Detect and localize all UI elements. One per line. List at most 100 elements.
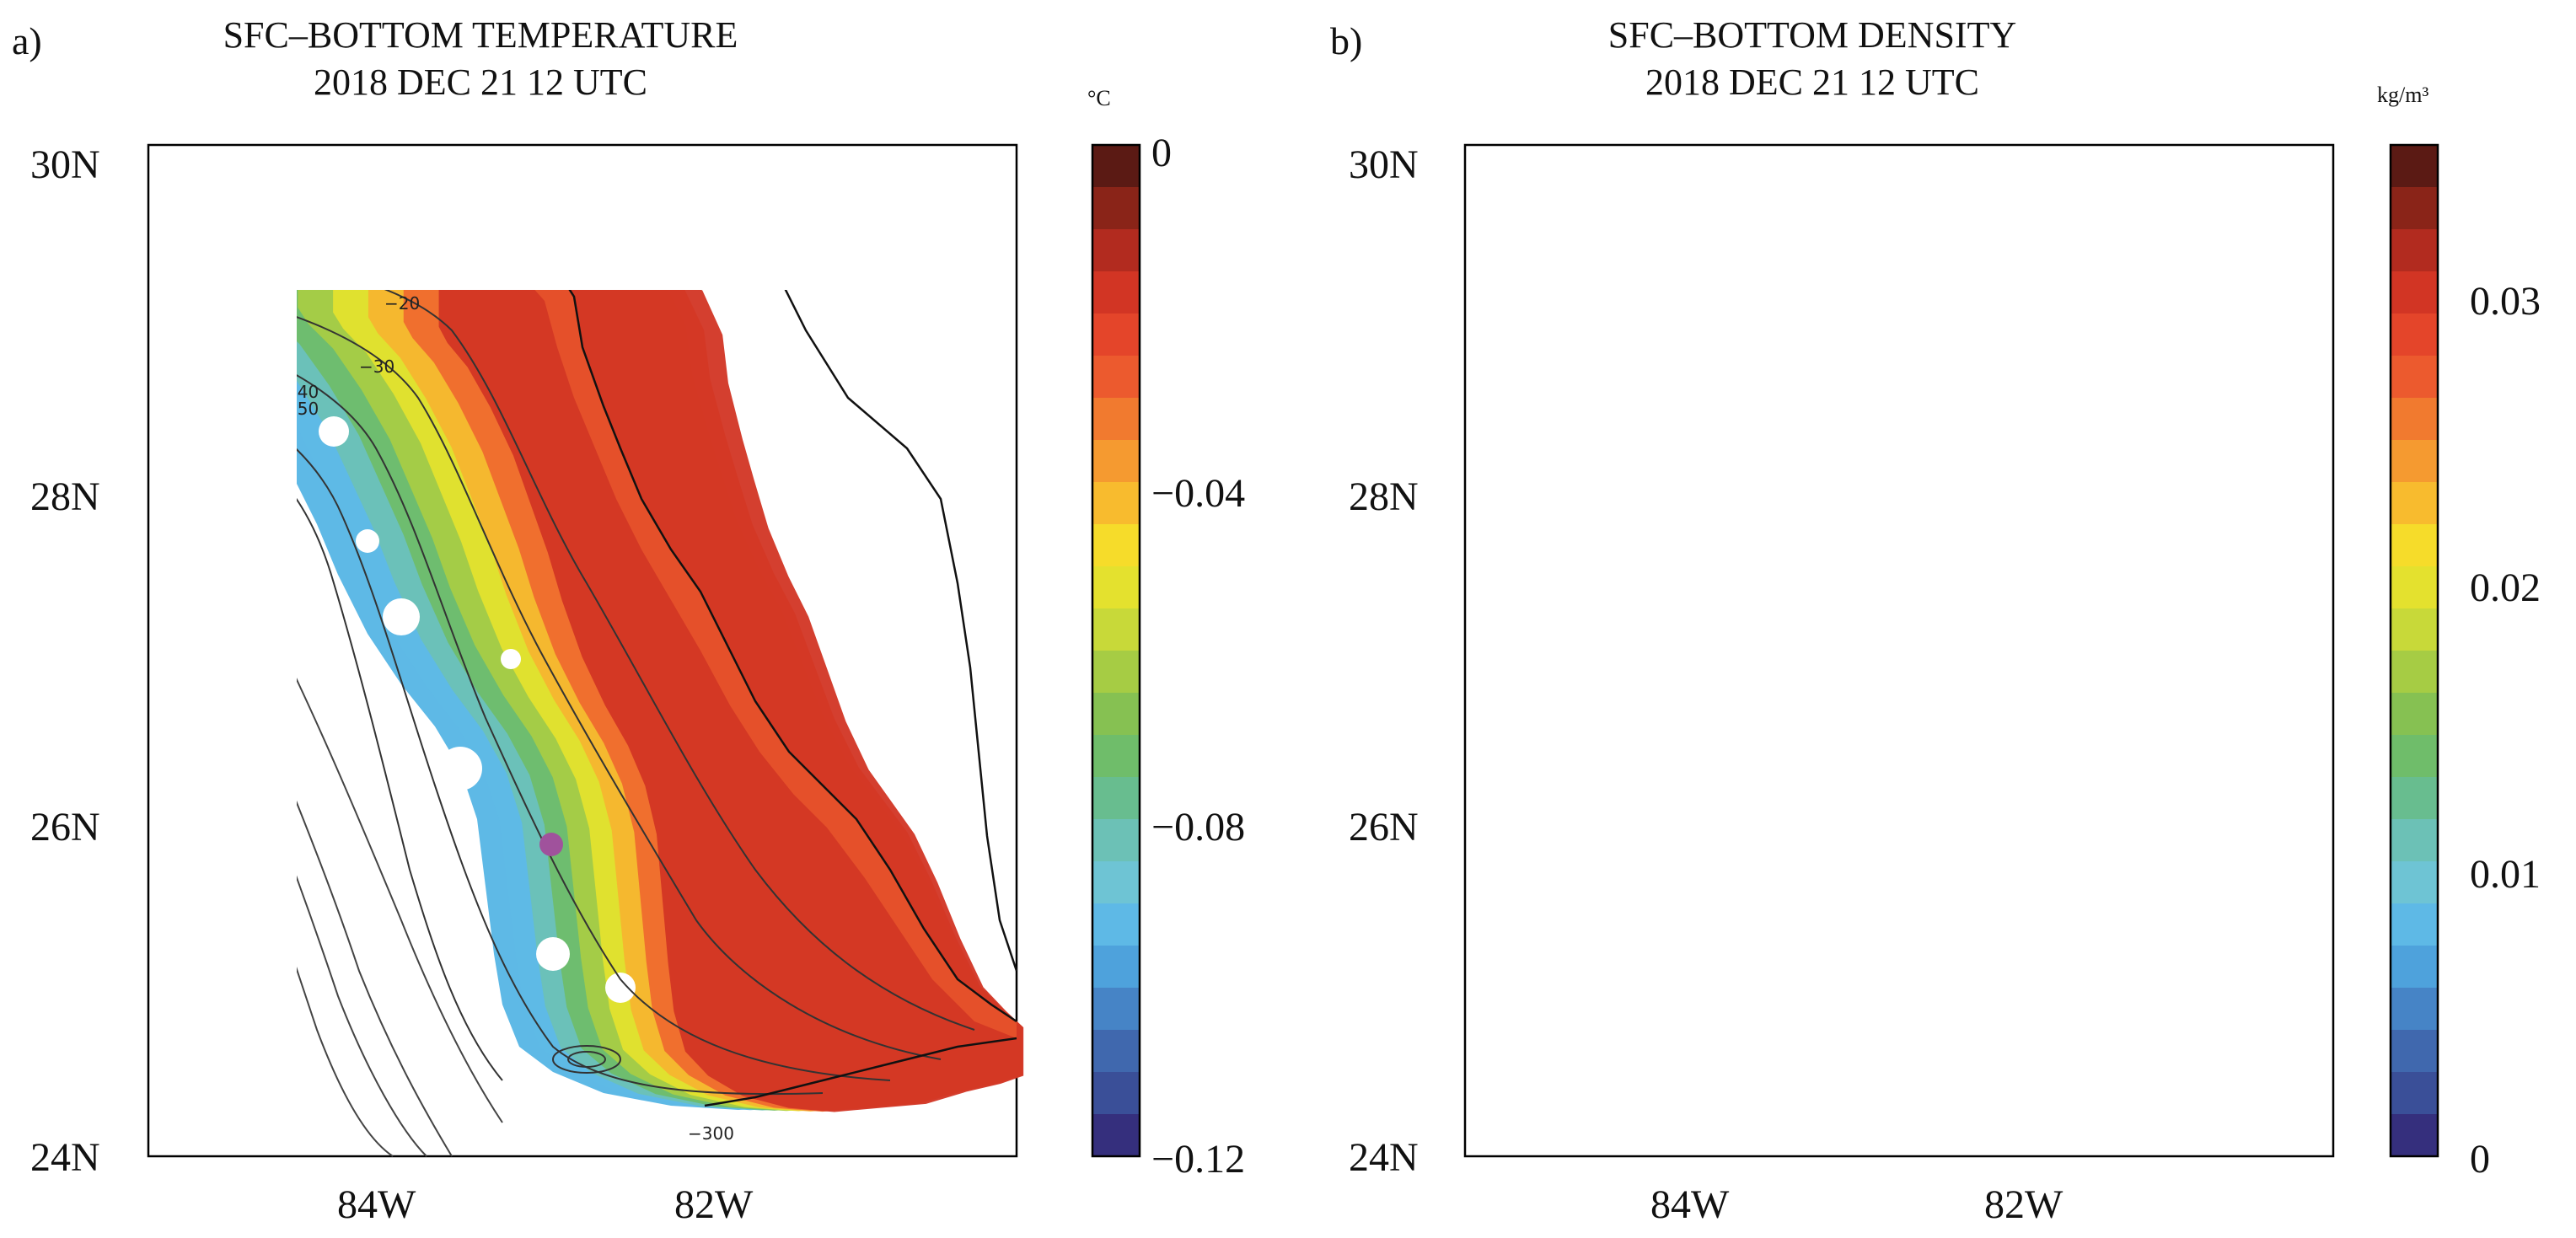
panel-b-isobath — [1490, 330, 2207, 1080]
panel-b-field-gap — [1699, 598, 1736, 635]
panel-a-isobath — [297, 374, 891, 1081]
panel-a-colorbar-step — [1092, 1072, 1140, 1115]
panel-b-ylabel-26n: 26N — [1349, 805, 1419, 849]
panel-b-isobath-loop — [1870, 1046, 1937, 1073]
panel-b-colorbar-frame — [2389, 143, 2439, 1158]
panel-b-isobath-loop — [1885, 1052, 1922, 1067]
panel-b-field-gap — [1853, 937, 1886, 971]
panel-b-colorbar-step — [2391, 271, 2438, 314]
panel-a-colorbar-step — [1092, 988, 1140, 1031]
panel-b-colorbar-step — [2391, 946, 2438, 989]
panel-b-isobath-deep — [1465, 372, 1819, 1123]
panel-b-colorbar-step — [2391, 988, 2438, 1031]
panel-a-field-gap — [605, 973, 636, 1003]
panel-a-colorbar-step — [1092, 608, 1140, 651]
panel-b-colorbar-step — [2391, 482, 2438, 525]
panel-a-isobath-label: −20 — [384, 293, 420, 314]
panel-b-colorbar-step — [2391, 819, 2438, 862]
panel-a-isobath-deep — [297, 678, 503, 1123]
panel-b-isobath-label: −20 — [1752, 255, 1787, 276]
panel-a-isobath-label: −30 — [359, 356, 394, 377]
panel-b-field-band — [1685, 187, 2338, 1112]
panel-b-colorbar-step — [2391, 1072, 2438, 1115]
panel-b-colorbar-step — [2391, 356, 2438, 399]
panel-b-colorbar-step — [2391, 145, 2438, 188]
panel-a-isobath-label: −50 — [283, 399, 319, 419]
panel-a-colorbar-step — [1092, 903, 1140, 946]
panel-b-isobath — [1566, 448, 1819, 1080]
panel-b-colorbar-step — [2391, 1114, 2438, 1157]
panel-b-field-band — [1579, 170, 2336, 1111]
panel-b-xlabel-82w: 82W — [1984, 1182, 2063, 1227]
panel-a-xlabel-82w: 82W — [674, 1182, 754, 1227]
panel-a-peninsula-east-coast — [784, 290, 1018, 972]
panel-b-field-band — [1544, 164, 2335, 1110]
panel-a-isobath-label: −300 — [688, 1123, 734, 1144]
panel-b-coastline — [1465, 145, 2333, 1021]
panel-a-colorbar-step — [1092, 777, 1140, 820]
panel-b-field-gap — [1922, 973, 1952, 1003]
panel-b-label: b) — [1330, 19, 1363, 62]
panel-b-field-band — [1614, 175, 2337, 1111]
panel-a-cb-tick-3: −0.12 — [1151, 1137, 1246, 1182]
panel-a-isobath — [384, 290, 975, 1031]
panel-a-map: −10 −20 −30 −40−50 −300 — [147, 143, 1024, 1158]
panel-a-colorbar-step — [1092, 187, 1140, 230]
panel-a-colorbar-step — [1092, 356, 1140, 399]
panel-b-subtitle: 2018 DEC 21 12 UTC — [1645, 62, 1979, 103]
panel-a-colorbar-step — [1092, 651, 1140, 694]
panel-b-colorbar-step — [2391, 861, 2438, 904]
panel-a-colorbar-step — [1092, 566, 1140, 609]
panel-a-cb-tick-0: 0 — [1151, 131, 1172, 175]
panel-b-field-gap — [1755, 747, 1799, 790]
panel-b-colorbar-step — [2391, 524, 2438, 567]
panel-a-colorbar-step — [1092, 693, 1140, 736]
panel-b-title: SFC–BOTTOM DENSITY — [1607, 14, 2017, 56]
panel-b-station-marker — [1856, 833, 1880, 856]
panel-a-coastline — [568, 290, 1017, 1023]
panel-a-ylabel-30n: 30N — [30, 142, 100, 187]
panel-b-ylabel-30n: 30N — [1349, 142, 1419, 187]
panel-b-colorbar-step — [2391, 187, 2438, 230]
panel-a-xlabel-84w: 84W — [337, 1182, 416, 1227]
panel-a-isobath — [297, 448, 824, 1096]
panel-a-field-gap — [356, 529, 379, 553]
panel-b-colorbar-step — [2391, 735, 2438, 778]
panel-a-isobath-deep — [297, 800, 453, 1157]
panel-a-field — [297, 290, 1024, 1112]
panel-b-peninsula-east-coast — [2013, 145, 2333, 971]
panel-b-colorbar — [2391, 145, 2438, 1157]
panel-a-field-gap — [501, 649, 521, 669]
panel-b-colorbar-step — [2391, 777, 2438, 820]
panel-b-frame — [1463, 143, 2335, 1158]
panel-a-label: a) — [12, 19, 42, 62]
panel-b-isobath-deep — [1465, 415, 1768, 1156]
panel-a-cb-tick-1: −0.04 — [1151, 471, 1246, 516]
panel-b-isobath-deep — [1465, 482, 1709, 1156]
panel-b-field-band — [1650, 181, 2337, 1111]
panel-a-frame — [147, 143, 1018, 1158]
panel-a-cb-tick-2: −0.08 — [1151, 805, 1246, 849]
panel-b-colorbar-step — [2391, 440, 2438, 483]
panel-a-keys — [704, 1037, 1017, 1107]
panel-b-field-coastal — [1473, 153, 2333, 1038]
panel-b-isobaths: −20 −30 −40 −50−300 — [1465, 246, 2291, 1156]
panel-b-map: −20 −30 −40 −50−300 — [1463, 143, 2341, 1158]
panel-b-xlabel-84w: 84W — [1650, 1182, 1730, 1227]
panel-b-keys — [2021, 1038, 2333, 1106]
panel-a-title: SFC–BOTTOM TEMPERATURE — [223, 14, 738, 56]
panel-a-ylabel-28n: 28N — [30, 474, 100, 519]
panel-a-colorbar-step — [1092, 440, 1140, 483]
panel-a-colorbar-step — [1092, 861, 1140, 904]
panel-a-colorbar-step — [1092, 229, 1140, 272]
panel-b-colorbar-step — [2391, 314, 2438, 356]
panel-b-field-band — [1756, 198, 2341, 1112]
panel-a-colorbar-unit: °C — [1087, 86, 1111, 110]
panel-a-colorbar-step — [1092, 271, 1140, 314]
panel-b-isobath — [1499, 288, 2257, 1059]
panel-a-isobath-deep — [297, 875, 427, 1157]
panel-b-cb-tick-001: 0.01 — [2470, 852, 2541, 897]
panel-b-ylabel-24n: 24N — [1349, 1135, 1419, 1180]
panel-a-colorbar — [1092, 145, 1140, 1157]
panel-a-field-coastal — [534, 290, 1017, 1038]
